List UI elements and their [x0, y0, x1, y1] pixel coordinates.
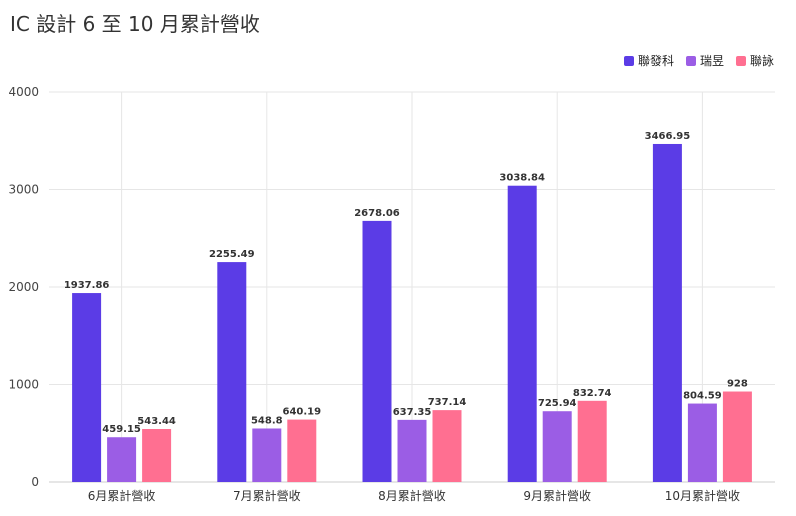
- bar: [722, 391, 752, 482]
- chart-title: IC 設計 6 至 10 月累計營收: [10, 12, 260, 36]
- bar: [397, 419, 427, 482]
- bar: [687, 403, 717, 482]
- data-label: 928: [727, 379, 748, 390]
- legend-item-series-1[interactable]: 瑞昱: [685, 52, 724, 69]
- bar: [362, 220, 392, 482]
- legend-item-series-0[interactable]: 聯發科: [623, 52, 674, 69]
- y-tick-label: 4000: [8, 85, 39, 99]
- x-tick-label: 8月累計營收: [378, 488, 446, 503]
- data-label: 2255.49: [209, 249, 255, 260]
- data-label: 3466.95: [645, 131, 691, 142]
- x-tick-label: 10月累計營收: [665, 488, 740, 503]
- legend-swatch-series-1: [685, 55, 696, 66]
- data-label: 725.94: [538, 398, 577, 409]
- x-tick-label: 9月累計營收: [523, 488, 591, 503]
- data-label: 737.14: [428, 397, 467, 408]
- bar: [107, 437, 137, 482]
- data-label: 3038.84: [499, 173, 545, 184]
- data-label: 832.74: [573, 388, 612, 399]
- data-label: 804.59: [683, 391, 722, 402]
- bar: [652, 143, 682, 482]
- data-label: 640.19: [283, 407, 322, 418]
- x-tick-label: 7月累計營收: [233, 488, 301, 503]
- legend-label-series-2: 聯詠: [749, 54, 774, 68]
- y-tick-label: 2000: [8, 280, 39, 294]
- bar: [287, 419, 317, 482]
- legend-item-series-2[interactable]: 聯詠: [735, 52, 774, 69]
- data-label: 459.15: [102, 424, 141, 435]
- y-tick-label: 1000: [8, 378, 39, 392]
- bar: [432, 410, 462, 482]
- data-label: 548.8: [251, 415, 283, 426]
- bar: [577, 400, 607, 482]
- legend: 聯發科 瑞昱 聯詠: [623, 52, 774, 69]
- bar: [542, 411, 572, 482]
- y-tick-label: 0: [31, 475, 39, 489]
- data-label: 2678.06: [354, 208, 400, 219]
- bar: [217, 262, 247, 482]
- data-label: 1937.86: [64, 280, 110, 291]
- legend-label-series-0: 聯發科: [637, 54, 674, 68]
- legend-swatch-series-2: [735, 55, 746, 66]
- y-tick-label: 3000: [8, 183, 39, 197]
- data-label: 543.44: [137, 416, 176, 427]
- legend-swatch-series-0: [623, 55, 634, 66]
- bar: [252, 428, 282, 482]
- bar: [72, 293, 102, 482]
- bar: [507, 185, 537, 482]
- legend-label-series-1: 瑞昱: [699, 54, 724, 68]
- data-label: 637.35: [393, 407, 432, 418]
- x-tick-label: 6月累計營收: [88, 488, 156, 503]
- bar: [142, 429, 172, 482]
